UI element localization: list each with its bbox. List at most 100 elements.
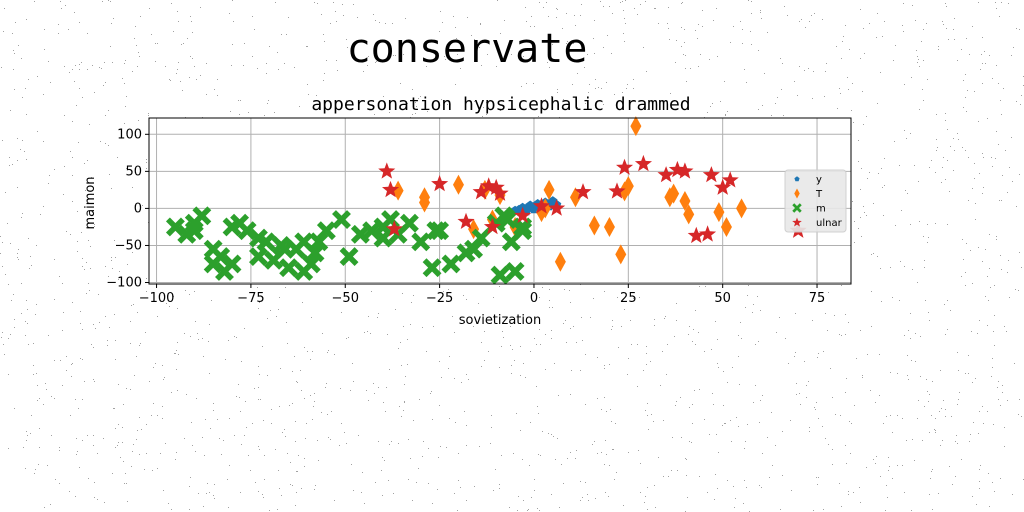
data-point <box>491 184 509 201</box>
data-point <box>339 247 359 267</box>
data-point <box>630 116 642 137</box>
data-point <box>615 244 627 265</box>
series-m-points <box>165 206 533 285</box>
legend-marker <box>794 188 800 199</box>
data-point <box>687 226 705 244</box>
data-point <box>622 176 634 197</box>
legend-label: ulnar <box>816 218 843 229</box>
data-point <box>554 251 566 272</box>
data-point <box>411 232 431 252</box>
x-axis-label: sovietization <box>459 313 541 328</box>
data-point <box>721 171 739 188</box>
data-point <box>256 232 276 252</box>
legend-label: m <box>816 204 826 215</box>
data-point <box>203 254 223 274</box>
data-point <box>165 217 185 237</box>
data-point <box>472 183 490 200</box>
data-point <box>514 206 532 224</box>
data-point <box>316 221 336 241</box>
data-point <box>483 217 501 235</box>
data-point <box>426 221 446 241</box>
legend[interactable]: yTm ulnar <box>784 169 847 233</box>
figure-title: conservate <box>347 26 588 72</box>
data-point <box>222 217 242 237</box>
data-point <box>676 162 694 179</box>
data-point <box>494 206 514 226</box>
data-point <box>237 221 257 241</box>
legend-marker <box>792 217 802 227</box>
y-tick-label: 100 <box>117 127 142 142</box>
data-point <box>657 166 675 183</box>
data-point <box>362 221 382 241</box>
data-point <box>513 217 533 237</box>
data-point <box>378 162 396 179</box>
data-point <box>332 210 351 229</box>
data-point <box>720 216 732 237</box>
data-points <box>165 116 807 285</box>
x-tick-label: 75 <box>809 291 826 306</box>
data-point <box>543 179 555 200</box>
y-tick-label: 50 <box>125 164 142 179</box>
y-axis: −100 −50 0 50 100 <box>106 127 149 291</box>
data-point <box>471 228 491 248</box>
data-point <box>616 158 634 175</box>
data-point <box>382 180 400 198</box>
data-point <box>279 258 299 278</box>
data-point <box>668 183 680 204</box>
data-point <box>441 254 461 274</box>
data-point <box>385 220 403 237</box>
data-point <box>603 216 615 237</box>
data-point <box>222 254 242 274</box>
data-point <box>487 178 505 195</box>
data-point <box>419 187 431 208</box>
data-point <box>422 258 442 278</box>
data-point <box>634 154 652 172</box>
data-point <box>490 265 510 285</box>
data-point <box>192 206 212 226</box>
y-axis-label: maimon <box>83 176 98 229</box>
data-point <box>457 212 475 229</box>
x-tick-label: 50 <box>714 291 731 306</box>
data-point <box>501 232 521 252</box>
data-point <box>714 178 732 195</box>
y-tick-label: −100 <box>106 276 142 291</box>
data-point <box>683 204 695 225</box>
data-point <box>505 261 525 281</box>
data-point <box>431 175 449 192</box>
data-point <box>588 215 600 236</box>
data-point <box>249 247 268 267</box>
plot-frame <box>148 117 852 285</box>
x-tick-label: −50 <box>332 291 359 306</box>
data-point <box>679 191 691 211</box>
data-point <box>699 225 717 242</box>
chart-title: appersonation hypsicephalic drammed <box>311 94 690 115</box>
y-tick-label: 0 <box>134 201 142 216</box>
x-axis: −100 −75 −50 −25 0 25 50 75 <box>139 284 826 306</box>
x-tick-label: −75 <box>237 291 264 306</box>
legend-label: y <box>816 175 822 186</box>
data-point <box>275 239 295 259</box>
data-point <box>548 199 566 216</box>
data-point <box>702 166 720 183</box>
x-tick-label: 0 <box>530 291 538 306</box>
legend-marker <box>792 203 802 213</box>
data-point <box>305 243 325 263</box>
data-point <box>533 197 551 214</box>
x-tick-label: −25 <box>426 291 453 306</box>
data-point <box>350 224 370 244</box>
legend-label: T <box>815 189 823 200</box>
data-point <box>608 182 626 199</box>
data-point <box>574 183 592 200</box>
legend-box <box>784 169 847 233</box>
x-tick-label: −100 <box>139 291 175 306</box>
data-point <box>399 213 419 233</box>
data-point <box>452 174 464 195</box>
x-tick-label: 25 <box>620 291 637 306</box>
y-tick-label: −50 <box>115 238 142 253</box>
data-point <box>713 202 725 223</box>
data-point <box>184 221 204 241</box>
data-point <box>373 228 393 248</box>
data-point <box>736 198 748 219</box>
legend-marker <box>794 176 800 182</box>
